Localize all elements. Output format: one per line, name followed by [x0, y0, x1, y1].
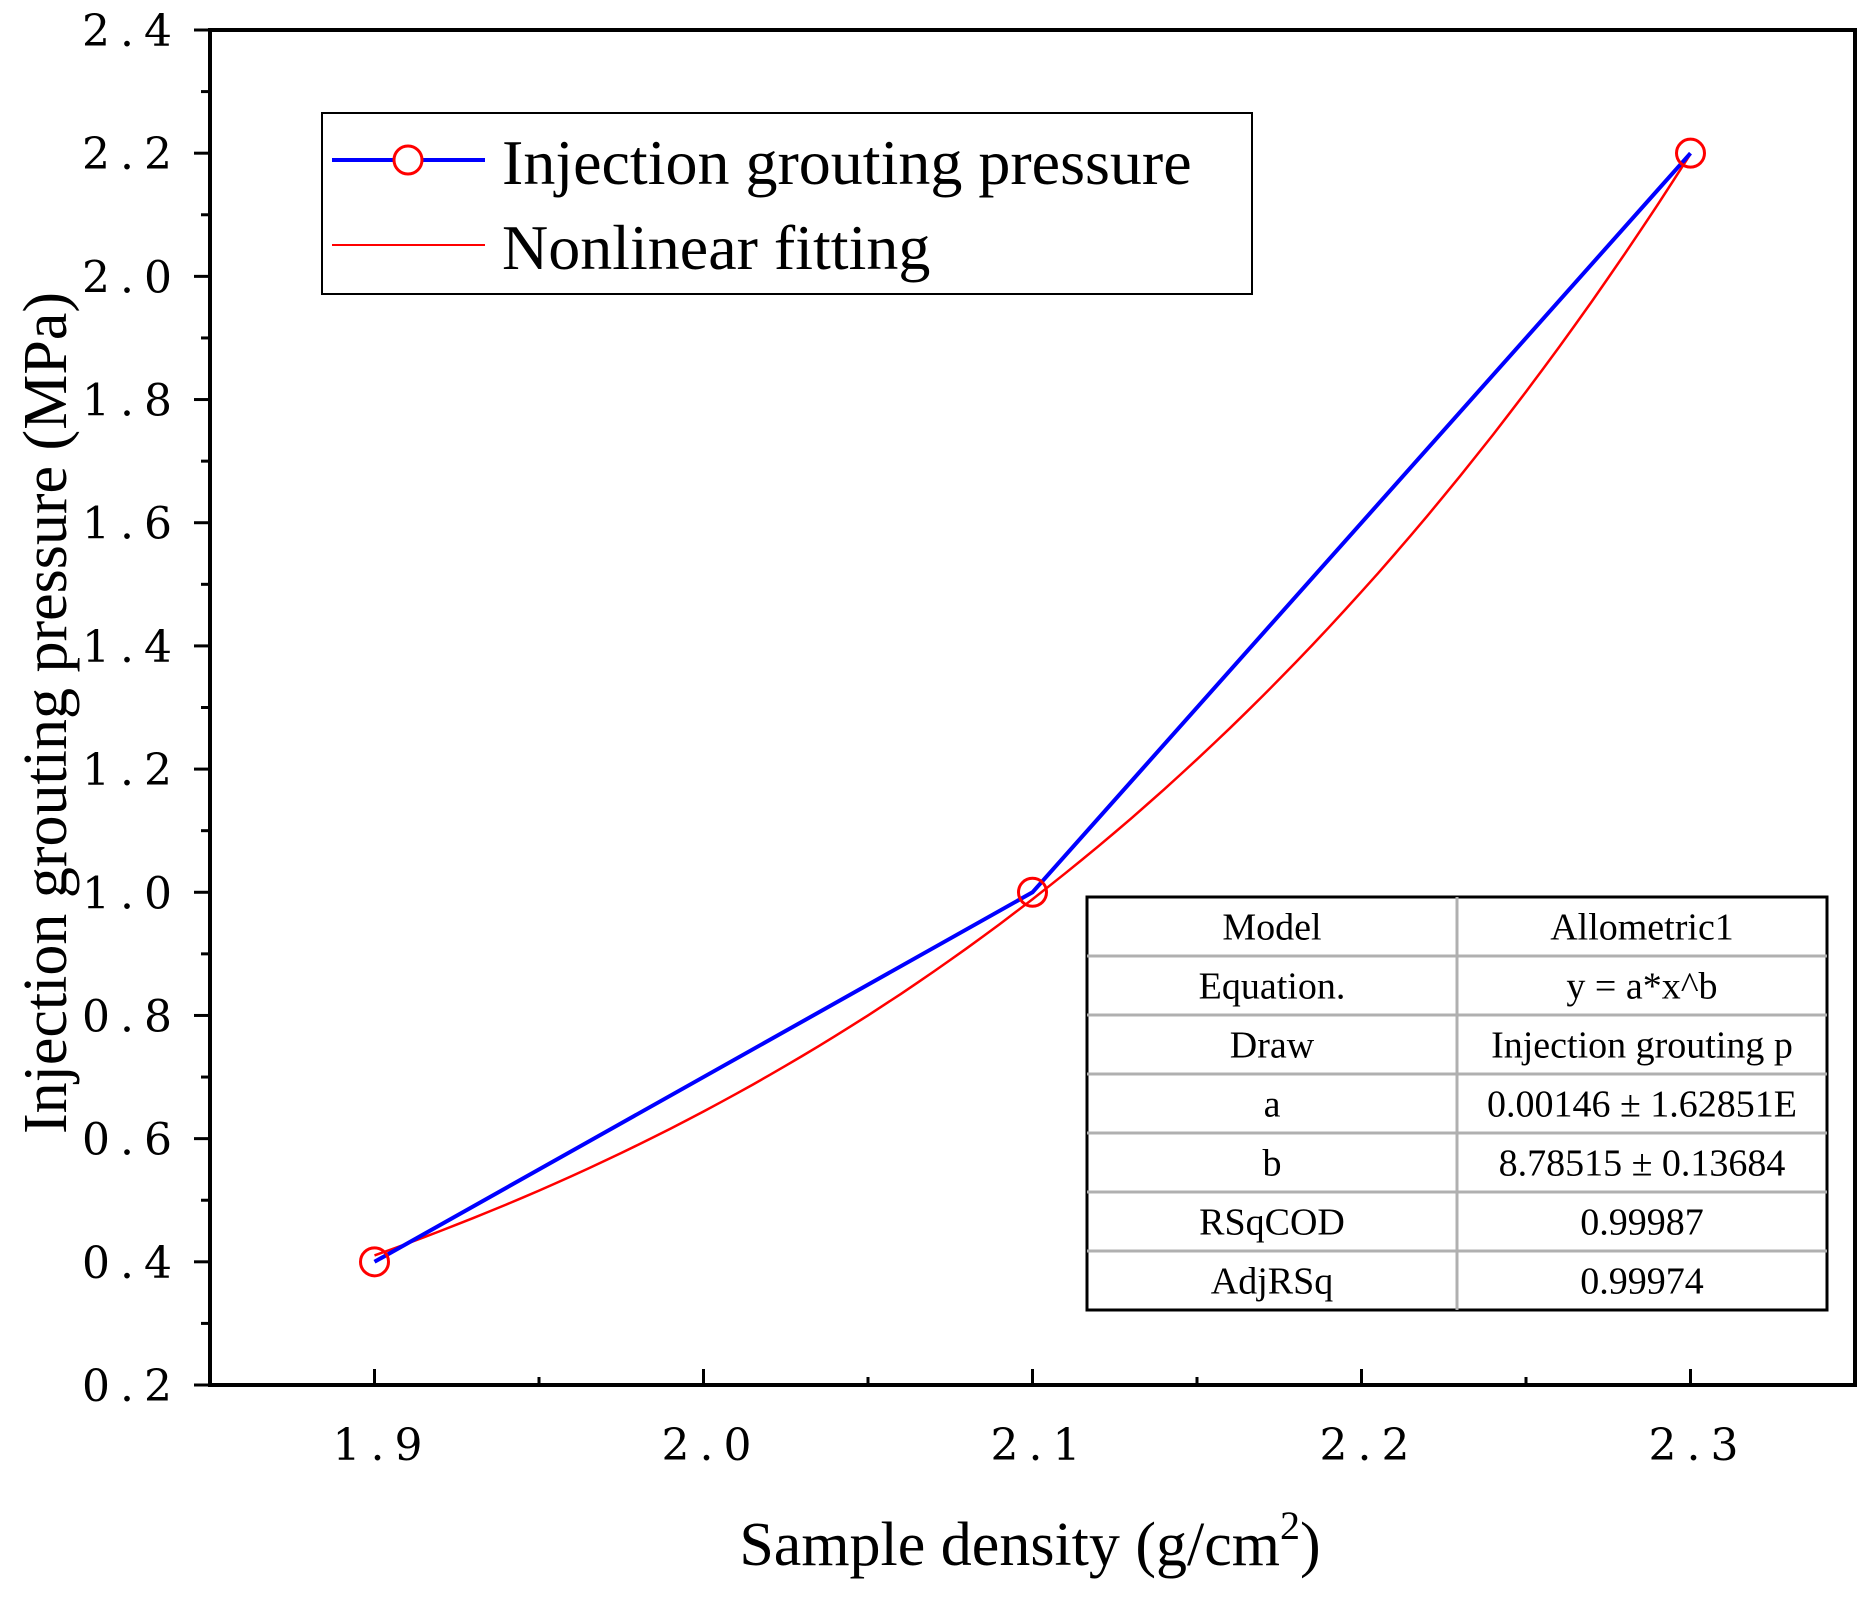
- data-point: [359, 1246, 390, 1278]
- fit-table-value: 8.78515 ± 0.13684: [1499, 1143, 1786, 1185]
- y-tick-label: 0.2: [82, 1361, 182, 1412]
- y-tick-label: 2.0: [82, 252, 182, 303]
- y-tick-label: 1.6: [82, 499, 182, 550]
- x-tick-label: 2.1: [991, 1420, 1091, 1471]
- fit-table-value: Allometric1: [1550, 907, 1734, 949]
- fit-table-key: Model: [1222, 907, 1321, 949]
- fit-table-key: b: [1263, 1143, 1282, 1185]
- legend-label-series-1: Injection grouting pressure: [502, 127, 1192, 198]
- x-tick-label: 2.2: [1320, 1420, 1420, 1471]
- x-axis-title-main: Sample density (g/cm: [739, 1511, 1280, 1579]
- fit-table-key: AdjRSq: [1211, 1261, 1333, 1303]
- fit-table: Model Allometric1 Equation. y = a*x^b Draw In…: [1085, 895, 1829, 1312]
- y-tick-label: 1.2: [82, 745, 182, 796]
- legend-marker-circle: [392, 144, 424, 176]
- x-axis-title-sup: 2: [1280, 1503, 1300, 1548]
- fit-curve: [374, 153, 1692, 1257]
- fit-table-value: 0.99974: [1580, 1261, 1704, 1303]
- data-point: [1017, 876, 1048, 908]
- fit-table-key: Equation.: [1199, 966, 1346, 1008]
- y-tick-label: 1.0: [82, 868, 182, 919]
- x-axis-title: Sample density (g/cm2): [739, 1503, 1320, 1579]
- legend-box: [321, 112, 1253, 295]
- y-tick-label: 0.8: [82, 991, 182, 1042]
- y-tick-label: 1.8: [82, 376, 182, 427]
- fit-table-value: 0.00146 ± 1.62851E: [1487, 1084, 1797, 1126]
- fit-table-key: a: [1264, 1084, 1281, 1126]
- fit-table-value: 0.99987: [1580, 1202, 1704, 1244]
- y-tick-label: 2.4: [82, 6, 182, 57]
- ticks-layer: 1.9 2.0 2.1 2.2 2.3 0.2 0.4 0.6 0.8 1.0 1.2 1.4 1.6 1…: [82, 6, 1749, 1471]
- fit-table-key: RSqCOD: [1199, 1202, 1345, 1244]
- legend: Injection grouting pressure Nonlinear fi…: [321, 112, 1253, 295]
- y-tick-label: 0.6: [82, 1115, 182, 1166]
- series-layer: [359, 137, 1706, 1278]
- y-tick-label: 0.4: [82, 1238, 182, 1289]
- x-axis-title-close: ): [1300, 1511, 1321, 1579]
- legend-label-series-2: Nonlinear fitting: [502, 212, 930, 283]
- data-point: [1675, 137, 1706, 169]
- plot-frame: [208, 28, 1857, 1387]
- fit-table-value: y = a*x^b: [1566, 966, 1717, 1008]
- x-tick-label: 2.3: [1649, 1420, 1749, 1471]
- fit-table-key: Draw: [1230, 1025, 1315, 1067]
- x-tick-label: 1.9: [333, 1420, 433, 1471]
- y-tick-label: 2.2: [82, 129, 182, 180]
- fit-table-value: Injection grouting p: [1491, 1025, 1793, 1067]
- data-line: [373, 151, 1692, 1264]
- x-tick-label: 2.0: [662, 1420, 762, 1471]
- y-axis-title: Injection grouting pressure (MPa): [12, 292, 80, 1134]
- y-tick-label: 1.4: [82, 622, 182, 673]
